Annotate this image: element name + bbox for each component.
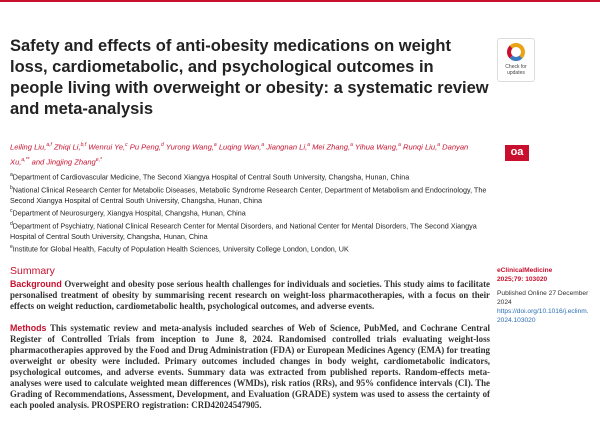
affiliation-mark: c: [10, 208, 13, 214]
author-affiliation-mark: a,**: [21, 156, 30, 163]
author-name: Danyan Xu,: [10, 142, 469, 167]
top-rule: [0, 0, 600, 2]
author-affiliation-mark: e,*: [95, 156, 102, 163]
author-name: Yihua Wang,: [354, 142, 399, 152]
paragraph-text: Overweight and obesity pose serious heal…: [10, 279, 490, 311]
affiliation: bNational Clinical Research Center for M…: [10, 183, 490, 206]
author-name: Jiangnan Li,: [266, 142, 308, 152]
affiliation-mark: b: [10, 184, 13, 191]
affiliation-text: Department of Cardiovascular Medicine, T…: [12, 172, 410, 182]
doi-link[interactable]: https://doi.org/10.1016/j.eclinm.2024.10…: [497, 308, 589, 324]
author-name: Leiling Liu,: [10, 142, 47, 152]
summary-heading: Summary: [10, 265, 55, 277]
background-paragraph: Background Overweight and obesity pose s…: [10, 279, 490, 312]
author-affiliation-mark: c: [125, 142, 128, 148]
affiliation: aDepartment of Cardiovascular Medicine, …: [10, 170, 490, 183]
affiliation-mark: d: [10, 220, 13, 227]
paragraph-label: Methods: [10, 323, 47, 333]
author-name: Yurong Wang,: [165, 142, 214, 152]
author-affiliation-mark: a: [261, 142, 265, 148]
author-conjunction: and: [31, 157, 45, 167]
author-affiliation-mark: d: [161, 142, 164, 148]
check-updates-badge[interactable]: Check for updates: [497, 38, 535, 82]
author-affiliation-mark: b,f: [80, 142, 87, 148]
author-name: Runqi Liu,: [403, 142, 438, 152]
author-affiliation-mark: a: [350, 142, 353, 148]
author-affiliation-mark: a: [307, 142, 310, 148]
author-list: Leiling Liu,a,f Zhiqi Li,b,f Wenrui Ye,c…: [10, 139, 485, 168]
author-name: Pu Peng,: [129, 142, 162, 152]
citation: 2025;79: 103020: [497, 276, 548, 283]
open-access-logo: oa: [505, 145, 529, 161]
author-name: Luqing Wan,: [218, 142, 262, 152]
affiliation-list: aDepartment of Cardiovascular Medicine, …: [10, 170, 490, 255]
affiliation: eInstitute for Global Health, Faculty of…: [10, 242, 490, 255]
affiliation-text: Department of Neurosurgery, Xiangya Hosp…: [12, 208, 246, 218]
published-date: Published Online 27 December 2024: [497, 290, 589, 306]
paragraph-text: This systematic review and meta-analysis…: [10, 323, 490, 410]
affiliation-mark: e: [10, 244, 13, 250]
journal-name: eClinicalMedicine: [497, 267, 553, 274]
author-affiliation-mark: a: [437, 142, 440, 148]
badge-text: Check for updates: [505, 64, 527, 76]
article-title: Safety and effects of anti-obesity medic…: [10, 37, 489, 118]
affiliation: dDepartment of Psychiatry, National Clin…: [10, 219, 490, 242]
affiliation-text: Institute for Global Health, Faculty of …: [12, 244, 349, 254]
affiliation-text: Department of Psychiatry, National Clini…: [10, 221, 477, 241]
affiliation-text: National Clinical Research Center for Me…: [10, 185, 487, 205]
methods-paragraph: Methods This systematic review and meta-…: [10, 323, 490, 411]
author-affiliation-mark: a,f: [46, 142, 52, 148]
author-affiliation-mark: a: [213, 142, 217, 148]
author-name: Wenrui Ye,: [88, 142, 126, 152]
author-name: Mei Zhang,: [312, 142, 351, 152]
affiliation: cDepartment of Neurosurgery, Xiangya Hos…: [10, 206, 490, 219]
paragraph-label: Background: [10, 279, 62, 289]
sidebar: eClinicalMedicine 2025;79: 103020 Publis…: [497, 266, 592, 325]
author-affiliation-mark: a: [398, 142, 401, 148]
author-name: Jingjing Zhang: [46, 157, 96, 167]
badge-icon: [507, 43, 525, 61]
author-name: Zhiqi Li,: [54, 142, 81, 152]
affiliation-mark: a: [10, 172, 13, 178]
